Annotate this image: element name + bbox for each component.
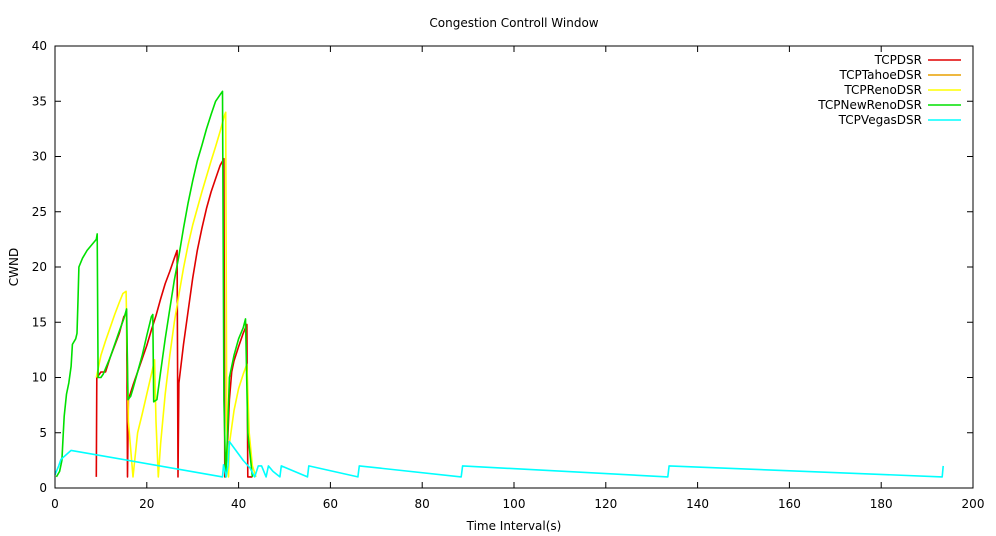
x-tick-label: 120 (594, 497, 617, 511)
x-axis-label: Time Interval(s) (466, 519, 562, 533)
series-line-TCPRenoDSR (95, 111, 257, 478)
y-axis-label: CWND (7, 248, 21, 286)
x-tick-label: 100 (503, 497, 526, 511)
y-tick-label: 15 (32, 315, 47, 329)
x-tick-label: 0 (51, 497, 59, 511)
series-line-TCPNewRenoDSR (55, 90, 254, 478)
x-tick-label: 140 (686, 497, 709, 511)
legend-label: TCPTahoeDSR (839, 68, 922, 82)
y-tick-label: 40 (32, 39, 47, 53)
y-tick-label: 30 (32, 150, 47, 164)
y-tick-label: 20 (32, 260, 47, 274)
x-tick-label: 60 (323, 497, 338, 511)
y-tick-label: 5 (39, 426, 47, 440)
y-tick-label: 35 (32, 94, 47, 108)
x-tick-label: 200 (962, 497, 985, 511)
legend-label: TCPNewRenoDSR (817, 98, 922, 112)
y-tick-label: 25 (32, 205, 47, 219)
chart-title: Congestion Controll Window (429, 16, 598, 30)
x-tick-label: 40 (231, 497, 246, 511)
legend-label: TCPVegasDSR (838, 113, 922, 127)
x-tick-label: 180 (870, 497, 893, 511)
legend: TCPDSRTCPTahoeDSRTCPRenoDSRTCPNewRenoDSR… (817, 53, 961, 127)
plot-series (54, 90, 944, 478)
legend-label: TCPDSR (874, 53, 922, 67)
y-tick-label: 10 (32, 371, 47, 385)
x-tick-label: 80 (415, 497, 430, 511)
y-tick-label: 0 (39, 481, 47, 495)
legend-label: TCPRenoDSR (843, 83, 922, 97)
series-line-TCPVegasDSR (54, 440, 944, 478)
x-tick-label: 20 (139, 497, 154, 511)
axis-ticks: 0 20 40 60 80 100 120 140 160 180 200 0 5 10 15 20 25 30 3… (32, 39, 985, 511)
x-tick-label: 160 (778, 497, 801, 511)
plot-frame (54, 45, 974, 489)
